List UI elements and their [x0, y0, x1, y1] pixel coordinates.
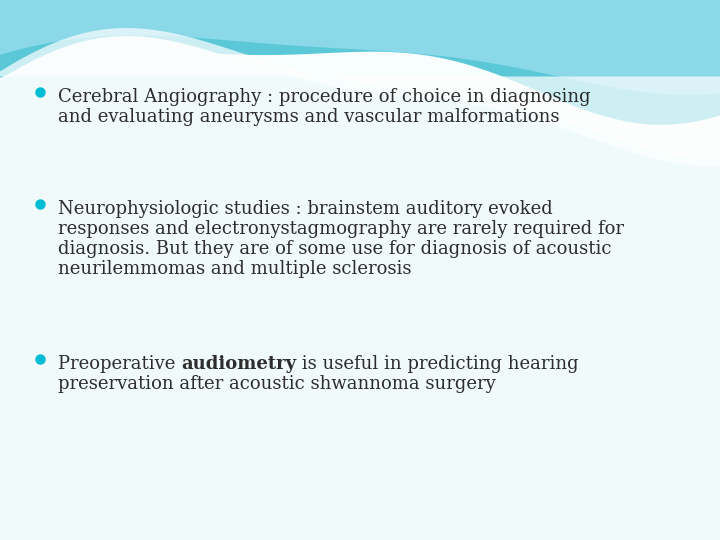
Text: neurilemmomas and multiple sclerosis: neurilemmomas and multiple sclerosis	[58, 260, 412, 278]
Text: and evaluating aneurysms and vascular malformations: and evaluating aneurysms and vascular ma…	[58, 108, 559, 126]
Polygon shape	[0, 0, 720, 125]
Text: audiometry: audiometry	[181, 355, 296, 373]
Text: preservation after acoustic shwannoma surgery: preservation after acoustic shwannoma su…	[58, 375, 496, 393]
Text: Cerebral Angiography : procedure of choice in diagnosing: Cerebral Angiography : procedure of choi…	[58, 88, 590, 106]
Polygon shape	[0, 28, 720, 163]
Polygon shape	[0, 0, 720, 95]
Polygon shape	[0, 36, 720, 540]
Text: diagnosis. But they are of some use for diagnosis of acoustic: diagnosis. But they are of some use for …	[58, 240, 611, 258]
Text: Preoperative: Preoperative	[58, 355, 181, 373]
Text: responses and electronystagmography are rarely required for: responses and electronystagmography are …	[58, 220, 624, 238]
Text: is useful in predicting hearing: is useful in predicting hearing	[296, 355, 579, 373]
Text: Neurophysiologic studies : brainstem auditory evoked: Neurophysiologic studies : brainstem aud…	[58, 200, 553, 218]
